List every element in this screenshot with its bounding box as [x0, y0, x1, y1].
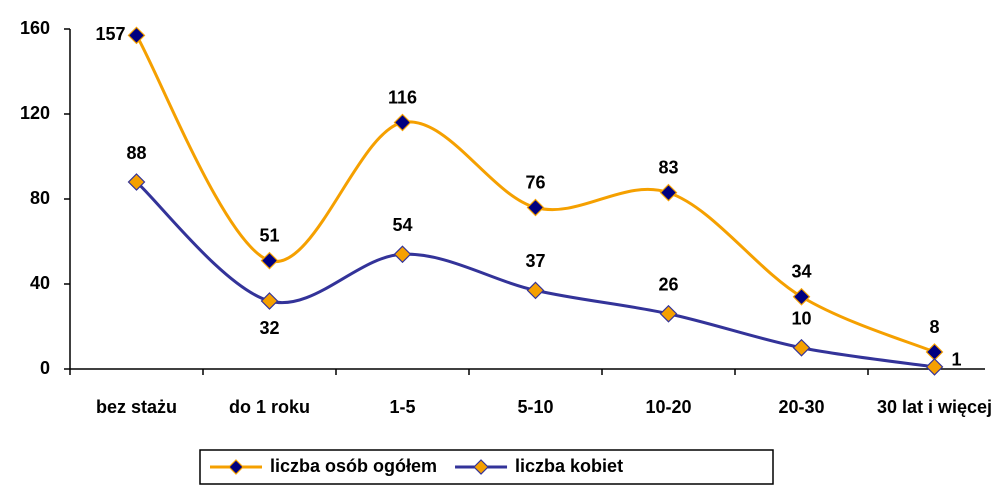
x-tick-label: 30 lat i więcej: [876, 397, 991, 417]
data-label: 8: [929, 317, 939, 337]
marker: [260, 251, 279, 270]
x-tick-label: do 1 roku: [228, 397, 310, 417]
data-label: 10: [791, 309, 811, 329]
data-label: 32: [259, 318, 279, 338]
marker: [659, 304, 678, 323]
marker: [127, 173, 146, 191]
marker: [925, 343, 944, 361]
series-line: [135, 34, 936, 354]
data-label: 76: [525, 172, 545, 192]
marker: [393, 113, 412, 132]
y-tick-label: 120: [20, 103, 50, 123]
y-tick-label: 160: [20, 18, 50, 38]
marker: [127, 26, 146, 45]
marker: [260, 292, 279, 310]
data-label: 51: [259, 225, 279, 245]
x-tick-label: 10-20: [645, 397, 692, 417]
y-tick-label: 40: [30, 273, 50, 293]
x-tick-label: bez stażu: [95, 397, 178, 417]
data-label: 37: [525, 251, 545, 271]
data-label: 1: [951, 350, 961, 370]
data-label: 26: [658, 275, 678, 295]
x-tick-label: 5-10: [517, 397, 554, 417]
data-label: 157: [95, 24, 125, 44]
marker: [526, 281, 545, 300]
marker: [792, 338, 811, 357]
marker: [925, 358, 944, 376]
x-tick-label: 20-30: [778, 397, 825, 417]
data-label: 34: [791, 262, 811, 282]
data-label: 54: [392, 215, 412, 235]
marker: [526, 198, 545, 217]
y-tick-label: 0: [40, 358, 50, 378]
legend-label: liczba osób ogółem: [270, 456, 437, 476]
legend-marker: [473, 459, 489, 475]
data-label: 116: [388, 87, 417, 107]
y-tick-label: 80: [30, 188, 50, 208]
x-tick-label: 1-5: [389, 397, 416, 417]
marker: [393, 245, 412, 264]
marker: [659, 183, 678, 202]
legend-label: liczba kobiet: [515, 456, 623, 476]
legend-marker: [228, 459, 244, 475]
data-label: 83: [658, 157, 678, 177]
marker: [792, 287, 811, 306]
data-label: 88: [126, 143, 146, 163]
